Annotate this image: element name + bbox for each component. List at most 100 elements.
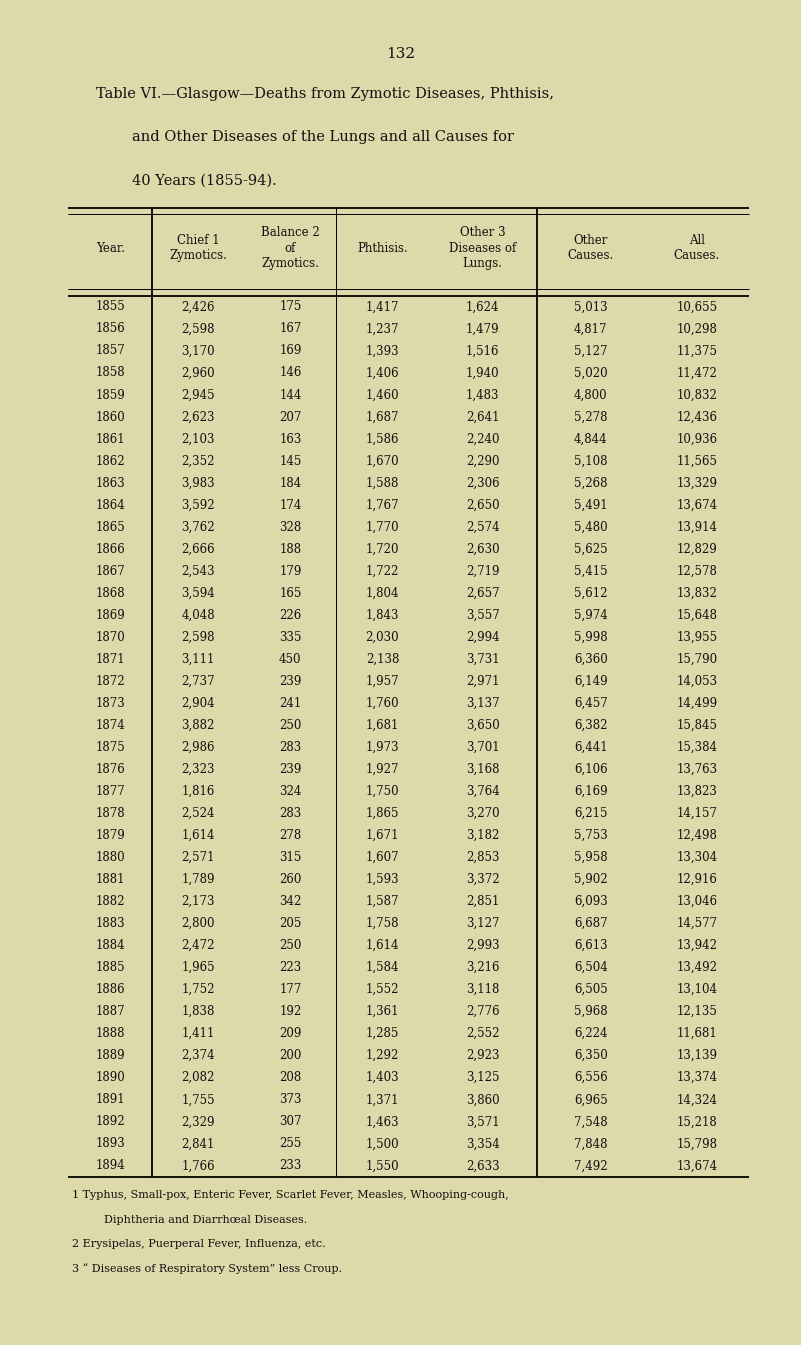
Text: 209: 209: [280, 1028, 301, 1040]
Text: 1877: 1877: [95, 785, 125, 798]
Text: 6,382: 6,382: [574, 718, 607, 732]
Text: 6,505: 6,505: [574, 983, 608, 997]
Text: 1879: 1879: [95, 829, 125, 842]
Text: 15,384: 15,384: [676, 741, 718, 755]
Text: 3,557: 3,557: [465, 609, 500, 621]
Text: 1874: 1874: [95, 718, 125, 732]
Text: 2,103: 2,103: [182, 433, 215, 445]
Text: 3,571: 3,571: [466, 1115, 499, 1128]
Text: 1,973: 1,973: [366, 741, 399, 755]
Text: 14,577: 14,577: [676, 917, 718, 931]
Text: 1,770: 1,770: [366, 521, 399, 534]
Text: 1856: 1856: [95, 323, 125, 335]
Text: 6,457: 6,457: [574, 697, 608, 710]
Text: 5,013: 5,013: [574, 300, 607, 313]
Text: 5,415: 5,415: [574, 565, 607, 578]
Text: 1,586: 1,586: [366, 433, 399, 445]
Text: 5,625: 5,625: [574, 542, 607, 555]
Text: 144: 144: [280, 389, 301, 402]
Text: 324: 324: [280, 785, 301, 798]
Text: 11,375: 11,375: [676, 344, 718, 358]
Text: 1,766: 1,766: [182, 1159, 215, 1173]
Text: 2,571: 2,571: [182, 851, 215, 863]
Text: 188: 188: [280, 542, 301, 555]
Text: 1,406: 1,406: [366, 366, 399, 379]
Text: 1,371: 1,371: [366, 1093, 399, 1107]
Text: 1,804: 1,804: [366, 586, 399, 600]
Text: 373: 373: [279, 1093, 302, 1107]
Text: Diphtheria and Diarrhœal Diseases.: Diphtheria and Diarrhœal Diseases.: [104, 1215, 308, 1224]
Text: 2,426: 2,426: [182, 300, 215, 313]
Text: 6,504: 6,504: [574, 962, 608, 974]
Text: 1,361: 1,361: [366, 1005, 399, 1018]
Text: 2,666: 2,666: [182, 542, 215, 555]
Text: 1882: 1882: [95, 894, 125, 908]
Text: Year.: Year.: [95, 242, 125, 254]
Text: 3,882: 3,882: [182, 718, 215, 732]
Text: 1,750: 1,750: [366, 785, 399, 798]
Text: 3,168: 3,168: [466, 763, 499, 776]
Text: 1857: 1857: [95, 344, 125, 358]
Text: 239: 239: [280, 675, 301, 687]
Text: 2,329: 2,329: [182, 1115, 215, 1128]
Text: 6,149: 6,149: [574, 675, 607, 687]
Text: 1,843: 1,843: [366, 609, 399, 621]
Text: 13,046: 13,046: [676, 894, 718, 908]
Text: 132: 132: [386, 47, 415, 61]
Text: 10,832: 10,832: [676, 389, 718, 402]
Text: 6,093: 6,093: [574, 894, 608, 908]
Text: 1,500: 1,500: [366, 1138, 399, 1150]
Text: 2,543: 2,543: [182, 565, 215, 578]
Text: 1883: 1883: [95, 917, 125, 931]
Text: 1,479: 1,479: [466, 323, 499, 335]
Text: 3,372: 3,372: [466, 873, 499, 886]
Text: 4,048: 4,048: [182, 609, 215, 621]
Text: 169: 169: [280, 344, 301, 358]
Text: 1,789: 1,789: [182, 873, 215, 886]
Text: 1876: 1876: [95, 763, 125, 776]
Text: 165: 165: [280, 586, 301, 600]
Text: 1,687: 1,687: [366, 410, 399, 424]
Text: 12,135: 12,135: [676, 1005, 718, 1018]
Text: 1873: 1873: [95, 697, 125, 710]
Text: 145: 145: [280, 455, 301, 468]
Text: 3,125: 3,125: [466, 1071, 499, 1084]
Text: 2,971: 2,971: [466, 675, 499, 687]
Text: 1866: 1866: [95, 542, 125, 555]
Text: 5,108: 5,108: [574, 455, 607, 468]
Text: 175: 175: [280, 300, 301, 313]
Text: 1,593: 1,593: [366, 873, 399, 886]
Text: 223: 223: [280, 962, 301, 974]
Text: 255: 255: [280, 1138, 301, 1150]
Text: 2,994: 2,994: [466, 631, 499, 644]
Text: 2,800: 2,800: [182, 917, 215, 931]
Text: 12,829: 12,829: [677, 542, 717, 555]
Text: 1,940: 1,940: [466, 366, 499, 379]
Text: 3,650: 3,650: [465, 718, 500, 732]
Text: 15,218: 15,218: [677, 1115, 717, 1128]
Text: 2 Erysipelas, Puerperal Fever, Influenza, etc.: 2 Erysipelas, Puerperal Fever, Influenza…: [72, 1239, 326, 1248]
Text: 5,020: 5,020: [574, 366, 607, 379]
Text: 1,483: 1,483: [466, 389, 499, 402]
Text: 2,650: 2,650: [466, 499, 499, 511]
Text: 6,441: 6,441: [574, 741, 607, 755]
Text: 7,548: 7,548: [574, 1115, 607, 1128]
Text: 13,914: 13,914: [676, 521, 718, 534]
Text: 1,767: 1,767: [366, 499, 399, 511]
Text: 1,670: 1,670: [366, 455, 399, 468]
Text: 250: 250: [280, 939, 301, 952]
Text: 5,998: 5,998: [574, 631, 607, 644]
Text: 6,613: 6,613: [574, 939, 607, 952]
Text: 1863: 1863: [95, 476, 125, 490]
Text: 2,598: 2,598: [182, 631, 215, 644]
Text: 6,360: 6,360: [574, 652, 608, 666]
Text: 2,633: 2,633: [466, 1159, 499, 1173]
Text: 1861: 1861: [95, 433, 125, 445]
Text: 278: 278: [280, 829, 301, 842]
Text: 1888: 1888: [95, 1028, 125, 1040]
Text: 1,965: 1,965: [182, 962, 215, 974]
Text: 5,480: 5,480: [574, 521, 607, 534]
Text: 1,550: 1,550: [366, 1159, 399, 1173]
Text: 4,817: 4,817: [574, 323, 607, 335]
Text: 1886: 1886: [95, 983, 125, 997]
